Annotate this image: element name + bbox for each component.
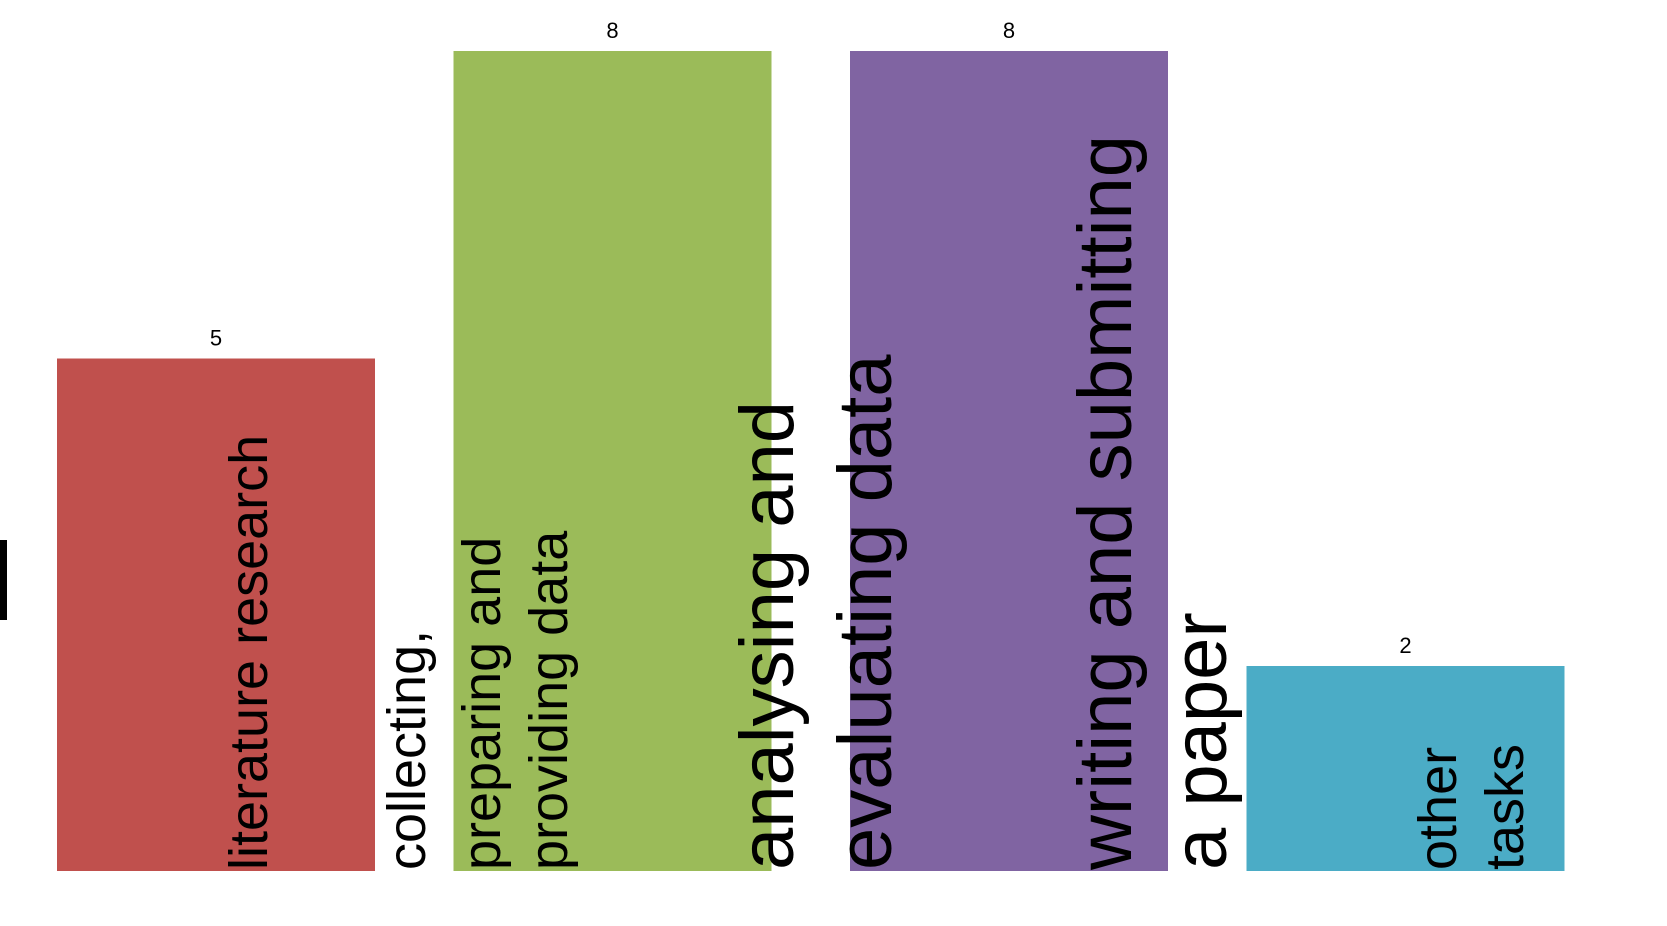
bar-3	[850, 51, 1168, 871]
data-label-4: 2	[1399, 633, 1411, 658]
category-label-literature: literature research	[219, 434, 279, 870]
category-label-writing: writing and submitting	[1063, 134, 1148, 870]
data-label-1: 5	[210, 326, 222, 351]
category-label-collecting: collecting,	[377, 629, 437, 870]
bar-1	[57, 358, 375, 871]
category-label-evaluating: evaluating data	[823, 354, 908, 870]
category-label-tasks: tasks	[1475, 743, 1535, 870]
data-label-3: 8	[1003, 18, 1015, 43]
category-label-analysing: analysing and	[725, 400, 810, 870]
data-label-2: 8	[606, 18, 618, 43]
category-label-providing: providing data	[519, 530, 579, 870]
category-label-preparing: preparing and	[452, 536, 512, 870]
category-label-paper: a paper	[1158, 612, 1243, 870]
category-label-other: other	[1408, 746, 1468, 870]
bar-2	[453, 51, 772, 871]
edge-mark	[0, 540, 7, 620]
bar-4	[1246, 666, 1565, 871]
